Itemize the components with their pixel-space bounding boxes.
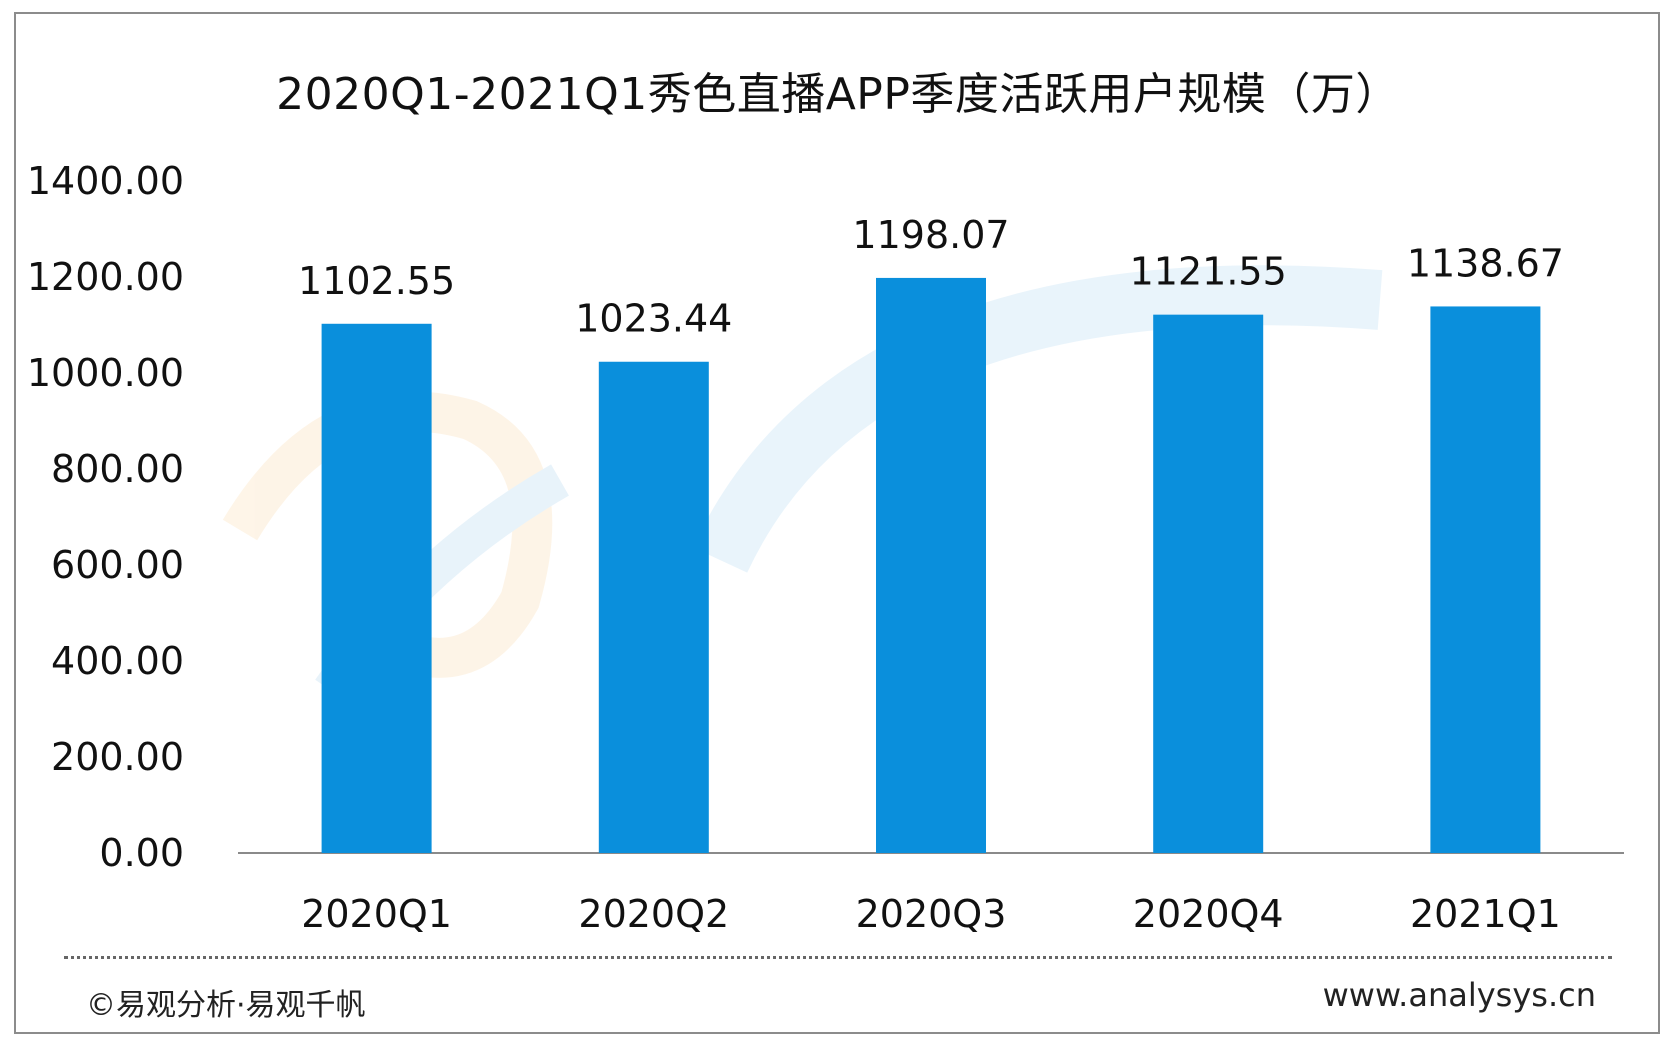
data-label: 1023.44: [575, 297, 732, 341]
y-tick-label: 1000.00: [27, 351, 184, 395]
bar: [876, 277, 986, 853]
labels-layer: 1102.55 2020Q1 1023.44 2020Q2 1198.07 2020Q3 1…: [298, 213, 1564, 936]
x-tick-label: 2020Q1: [301, 892, 452, 936]
y-tick-label: 600.00: [51, 543, 184, 587]
bars-layer: [321, 277, 1541, 854]
axes-layer: 0.00 200.00 400.00 600.00 800.00 1000.00 1200.…: [27, 159, 1624, 875]
y-tick-label: 400.00: [51, 639, 184, 683]
y-tick-label: 200.00: [51, 735, 184, 779]
bar: [1153, 314, 1264, 853]
data-label: 1138.67: [1407, 241, 1564, 285]
footer-website[interactable]: www.analysys.cn: [1322, 976, 1596, 1014]
x-tick-label: 2020Q3: [856, 892, 1007, 936]
x-tick-label: 2021Q1: [1410, 892, 1561, 936]
bar: [1430, 306, 1541, 854]
footer-copyright: ©易观分析·易观千帆: [86, 988, 366, 1023]
data-label: 1198.07: [852, 213, 1009, 257]
bar: [598, 361, 709, 853]
bar: [321, 323, 432, 853]
x-tick-label: 2020Q2: [578, 892, 729, 936]
data-label: 1102.55: [298, 259, 455, 303]
data-label: 1121.55: [1130, 250, 1287, 294]
y-tick-label: 1200.00: [27, 255, 184, 299]
y-tick-label: 0.00: [99, 831, 184, 875]
chart-frame: [14, 12, 1660, 1034]
y-tick-label: 1400.00: [27, 159, 184, 203]
chart-title: 2020Q1-2021Q1秀色直播APP季度活跃用户规模（万）: [276, 69, 1400, 120]
footer-divider: [64, 956, 1612, 959]
x-tick-label: 2020Q4: [1133, 892, 1284, 936]
y-tick-label: 800.00: [51, 447, 184, 491]
